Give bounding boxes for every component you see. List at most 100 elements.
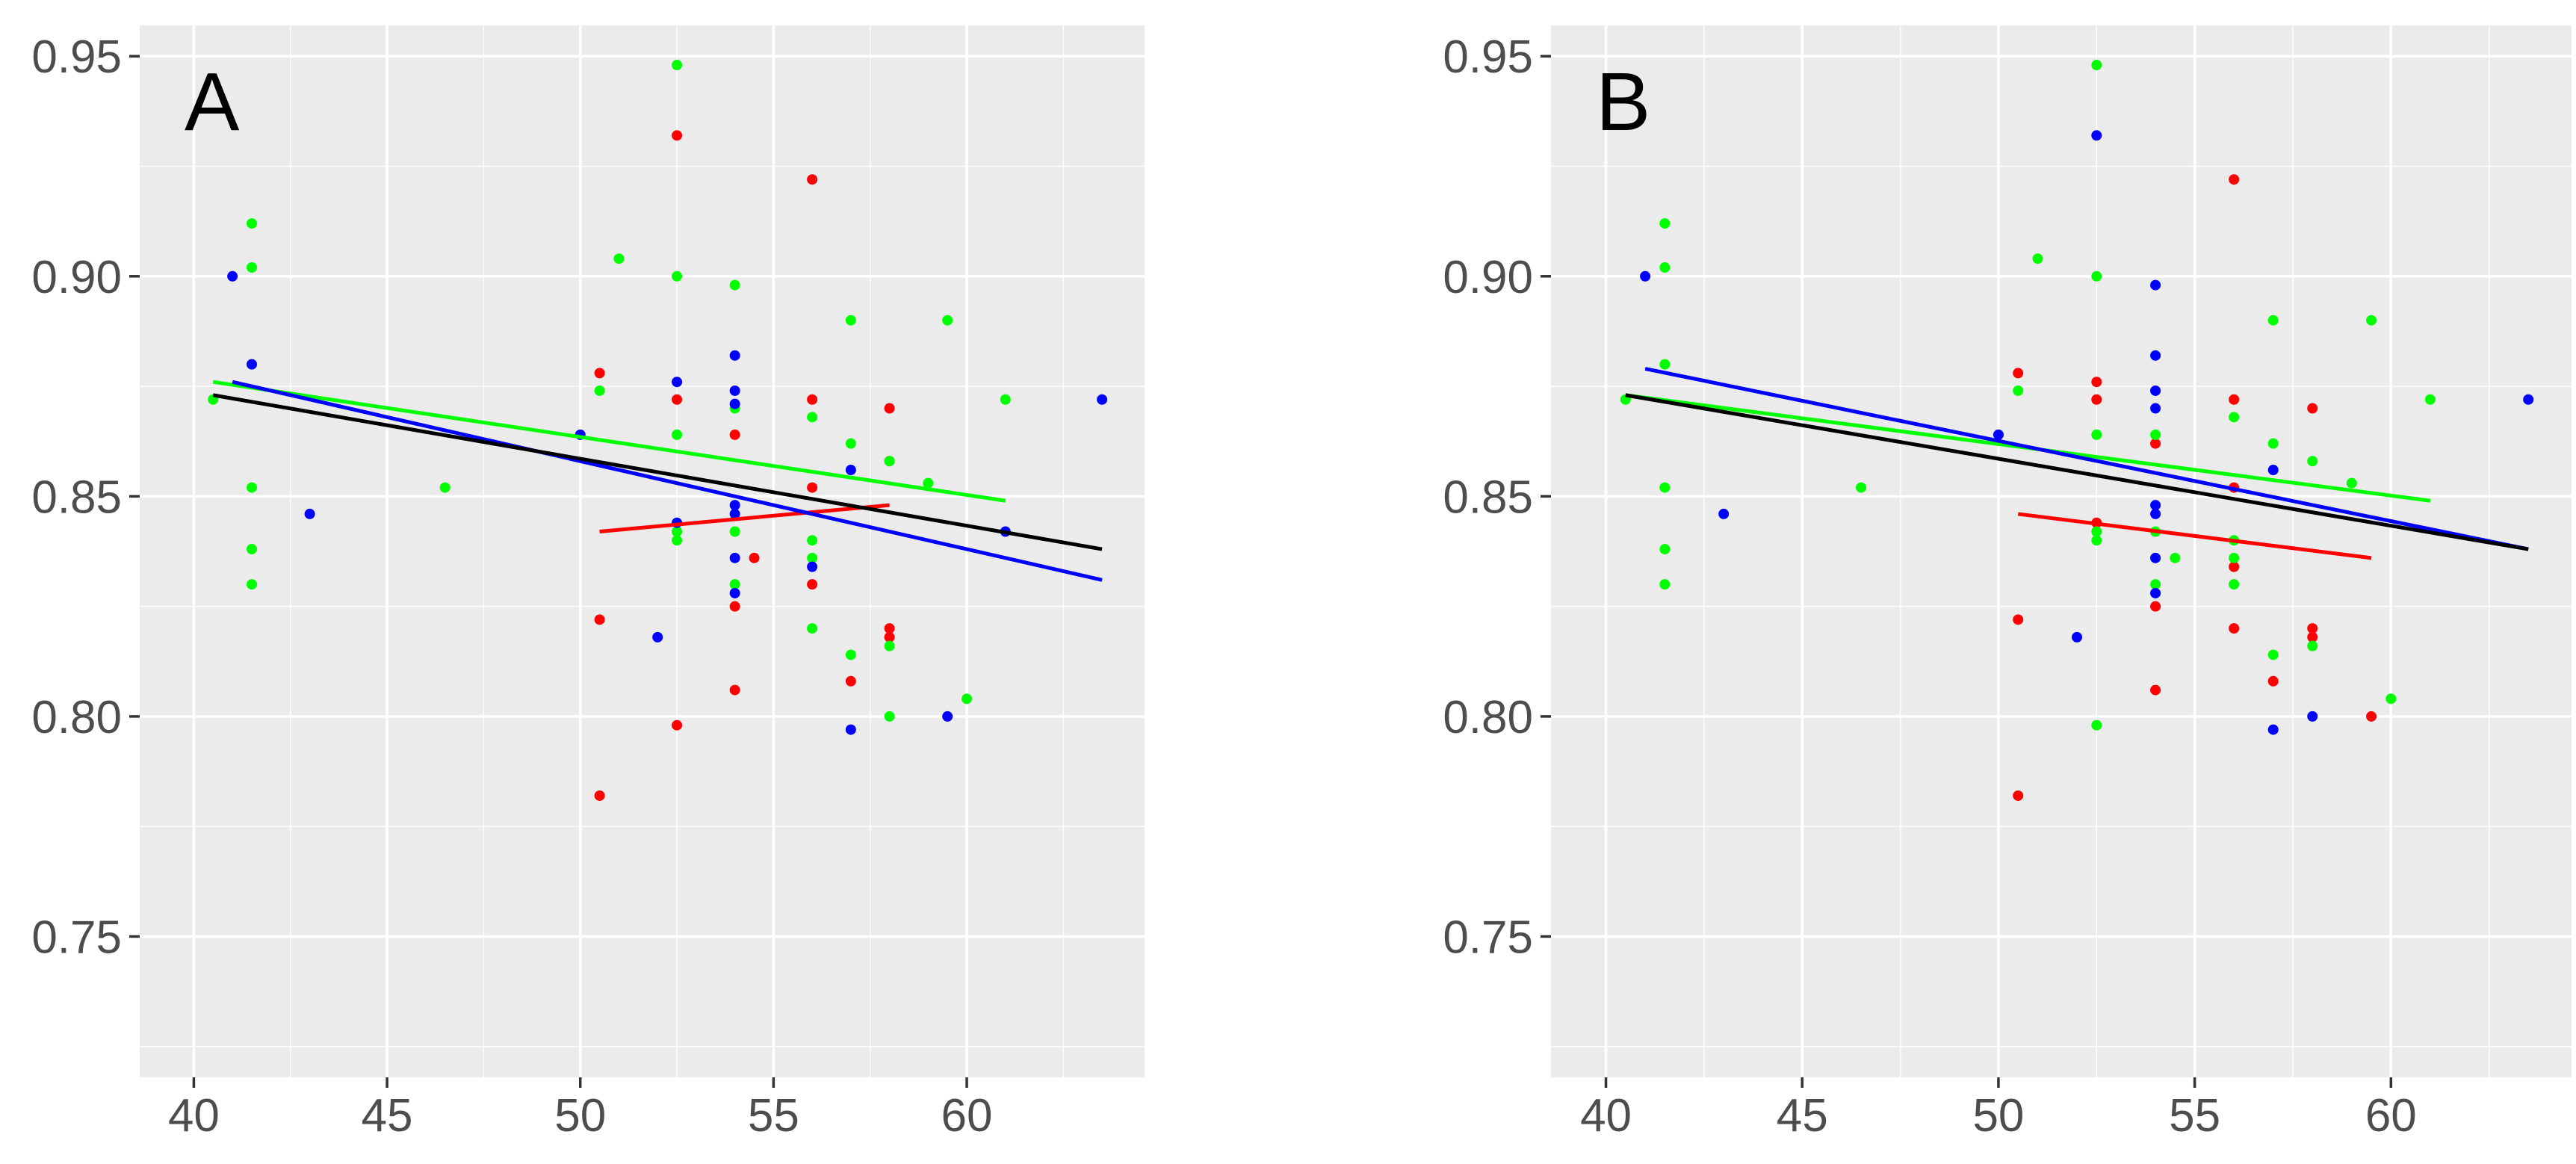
data-point-green	[923, 477, 934, 489]
x-tick-label: 55	[2169, 1090, 2220, 1142]
fit-line-black	[212, 393, 1103, 551]
x-tick-label: 45	[1777, 1090, 1828, 1142]
data-point-red	[2013, 614, 2024, 625]
data-point-red	[2307, 403, 2318, 414]
data-point-green	[807, 623, 818, 634]
panel-letter: B	[1596, 56, 1650, 148]
data-point-red	[672, 130, 683, 141]
data-point-green	[2091, 526, 2102, 537]
data-point-red	[594, 614, 605, 625]
data-point-green	[247, 482, 258, 493]
data-point-red	[807, 579, 818, 590]
data-point-green	[2307, 640, 2318, 651]
data-point-green	[2366, 315, 2377, 326]
data-point-green	[672, 429, 683, 440]
data-point-green	[247, 218, 258, 229]
data-point-blue	[2150, 500, 2161, 511]
data-point-green	[672, 270, 683, 282]
data-point-red	[2150, 684, 2161, 696]
data-point-green	[845, 649, 856, 660]
x-tick-label: 40	[1580, 1090, 1632, 1142]
data-point-red	[2150, 601, 2161, 612]
data-point-green	[672, 526, 683, 537]
data-point-red	[2229, 394, 2240, 405]
data-point-blue	[729, 500, 740, 511]
fit-line-red	[599, 503, 890, 533]
data-point-blue	[2307, 711, 2318, 722]
data-point-blue	[1718, 508, 1730, 519]
data-point-red	[729, 429, 740, 440]
data-point-green	[729, 279, 740, 291]
data-point-green	[2150, 429, 2161, 440]
data-point-green	[884, 456, 895, 467]
data-point-blue	[672, 377, 683, 388]
data-point-green	[594, 385, 605, 396]
data-point-red	[672, 394, 683, 405]
data-point-blue	[2150, 508, 2161, 519]
plot-background	[1551, 25, 2572, 1077]
data-point-green	[807, 412, 818, 423]
data-point-blue	[227, 270, 238, 282]
data-point-blue	[2091, 130, 2102, 141]
data-point-red	[2229, 561, 2240, 572]
data-point-blue	[2267, 465, 2279, 476]
data-point-blue	[2267, 724, 2279, 735]
y-tick-label: 0.85	[31, 471, 122, 523]
data-point-green	[2346, 477, 2357, 489]
data-point-red	[729, 684, 740, 696]
data-point-blue	[304, 508, 315, 519]
data-point-blue	[729, 385, 740, 396]
data-point-blue	[2150, 279, 2161, 291]
data-point-blue	[729, 508, 740, 519]
data-point-red	[884, 631, 895, 643]
data-point-green	[439, 482, 451, 493]
data-point-green	[962, 693, 973, 705]
x-tick-label: 45	[362, 1090, 413, 1142]
data-point-red	[2013, 368, 2024, 379]
fit-line-blue	[232, 380, 1103, 582]
data-point-green	[247, 262, 258, 273]
data-point-green	[2091, 535, 2102, 546]
x-tick-label: 55	[748, 1090, 799, 1142]
data-point-blue	[2150, 350, 2161, 361]
y-tick-label: 0.95	[31, 31, 122, 83]
data-point-red	[884, 403, 895, 414]
data-point-blue	[2150, 587, 2161, 598]
fit-line-black	[1625, 393, 2529, 551]
data-point-green	[672, 60, 683, 71]
fit-line-red	[2017, 512, 2372, 560]
data-point-blue	[942, 711, 953, 722]
data-point-red	[2091, 394, 2102, 405]
data-point-red	[2229, 623, 2240, 634]
data-point-green	[2229, 552, 2240, 563]
data-point-green	[672, 535, 683, 546]
data-point-green	[2091, 270, 2102, 282]
data-point-green	[729, 526, 740, 537]
data-point-red	[594, 368, 605, 379]
data-point-green	[2267, 649, 2279, 660]
x-tick-label: 40	[168, 1090, 220, 1142]
data-point-red	[2150, 438, 2161, 449]
data-point-blue	[2150, 385, 2161, 396]
y-tick-label: 0.85	[1443, 471, 1533, 523]
data-point-blue	[845, 724, 856, 735]
data-point-blue	[1993, 429, 2004, 440]
y-tick-label: 0.75	[1443, 911, 1533, 963]
x-tick-label: 60	[941, 1090, 993, 1142]
data-point-blue	[2150, 403, 2161, 414]
data-point-red	[749, 552, 760, 563]
data-point-red	[2307, 623, 2318, 634]
data-point-blue	[1640, 270, 1651, 282]
x-tick-label: 50	[1972, 1090, 2024, 1142]
data-point-green	[807, 535, 818, 546]
data-point-green	[1659, 544, 1671, 555]
x-tick-label: 50	[554, 1090, 606, 1142]
data-point-green	[2150, 579, 2161, 590]
data-point-green	[845, 315, 856, 326]
data-point-green	[2267, 315, 2279, 326]
data-point-red	[2267, 675, 2279, 687]
data-point-red	[807, 174, 818, 185]
data-point-blue	[729, 350, 740, 361]
data-point-green	[2229, 412, 2240, 423]
y-tick-label: 0.80	[1443, 692, 1533, 743]
